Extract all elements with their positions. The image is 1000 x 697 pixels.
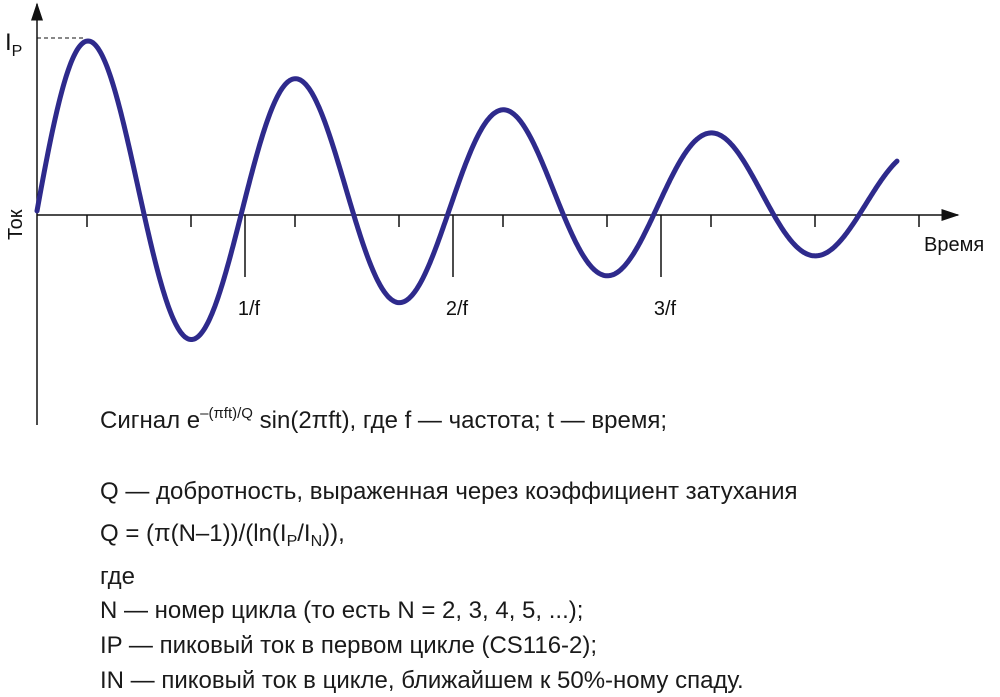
- x-tick-label: 2/f: [446, 298, 469, 320]
- damped-wave: [34, 38, 900, 342]
- x-tick-label: 1/f: [238, 298, 261, 320]
- x-tick-label: 3/f: [654, 298, 677, 320]
- y-label: Ток: [5, 209, 27, 240]
- peak-label: IP: [5, 29, 22, 60]
- ip-def: IP — пиковый ток в первом цикле (CS116-2…: [100, 632, 598, 659]
- x-label: Время: [924, 234, 984, 256]
- signal-text: Сигнал e–(πft)/Q sin(2πft), где f — част…: [100, 405, 668, 434]
- graph: IP Ток Время 1/f 2/f 3/f: [5, 2, 984, 425]
- n-def: N — номер цикла (то есть N = 2, 3, 4, 5,…: [100, 597, 584, 624]
- in-def: IN — пиковый ток в цикле, ближайшем к 50…: [100, 667, 744, 694]
- q-formula: Q = (π(N–1))/(ln(IP/IN)),: [100, 520, 345, 550]
- where: где: [100, 563, 136, 590]
- q-def: Q — добротность, выраженная через коэффи…: [100, 478, 798, 505]
